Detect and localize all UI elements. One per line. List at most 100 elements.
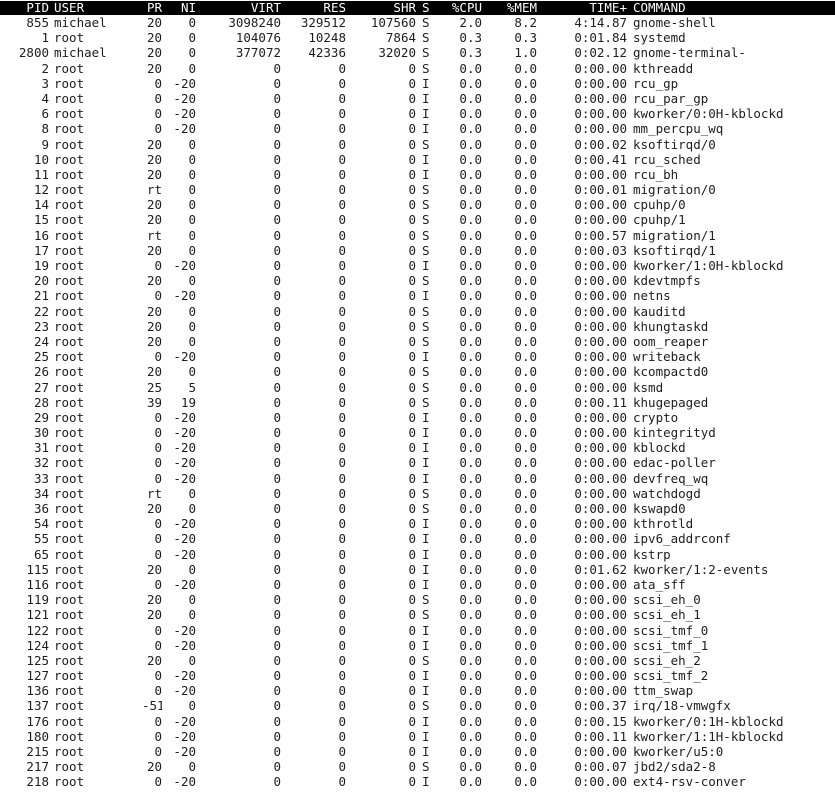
nice-cell: 0	[188, 652, 196, 668]
process-row[interactable]: 26 root 20 0 0 0 0 S 0.0 0.0 0:00.00 kcompactd0	[0, 364, 835, 379]
priority-cell: 0	[154, 440, 162, 456]
shr-cell: 0	[408, 576, 416, 592]
process-row[interactable]: 215 root 0 -20 0 0 0 I 0.0 0.0 0:00.00 kworker/u5:0	[0, 744, 835, 759]
process-row[interactable]: 24 root 20 0 0 0 0 S 0.0 0.0 0:00.00 oom_reaper	[0, 334, 835, 349]
mem-cell: 0.0	[514, 576, 537, 592]
command-cell: rcu_gp	[633, 75, 679, 91]
mem-cell: 0.0	[514, 212, 537, 228]
process-row[interactable]: 2800 michael 20 0 377072 42336 32020 S 0.3 1.0 0:0…	[0, 45, 835, 60]
command-cell: crypto	[633, 409, 679, 425]
process-row[interactable]: 31 root 0 -20 0 0 0 I 0.0 0.0 0:00.00 kblockd	[0, 440, 835, 455]
virt-cell: 0	[273, 501, 281, 516]
process-row[interactable]: 9 root 20 0 0 0 0 S 0.0 0.0 0:00.02 ksoftirqd/0	[0, 137, 835, 152]
process-row[interactable]: 4 root 0 -20 0 0 0 I 0.0 0.0 0:00.00 rcu_par_gp	[0, 91, 835, 106]
process-row[interactable]: 8 root 0 -20 0 0 0 I 0.0 0.0 0:00.00 mm_percpu_wq	[0, 121, 835, 136]
process-row[interactable]: 121 root 20 0 0 0 0 S 0.0 0.0 0:00.00 scsi_eh_1	[0, 607, 835, 622]
shr-cell: 0	[408, 531, 416, 547]
header-ni[interactable]: NI	[180, 1, 196, 15]
process-row[interactable]: 34 root rt 0 0 0 0 S 0.0 0.0 0:00.00 watchdogd	[0, 486, 835, 501]
process-row[interactable]: 20 root 20 0 0 0 0 S 0.0 0.0 0:00.00 kdevtmpfs	[0, 273, 835, 288]
pid-cell: 33	[33, 470, 49, 486]
user-cell: root	[54, 349, 85, 365]
process-row[interactable]: 30 root 0 -20 0 0 0 I 0.0 0.0 0:00.00 kintegrityd	[0, 425, 835, 440]
process-row[interactable]: 6 root 0 -20 0 0 0 I 0.0 0.0 0:00.00 kworker/0:0H-k…	[0, 106, 835, 121]
time-cell: 0:00.00	[574, 212, 627, 228]
cpu-cell: 0.0	[459, 683, 482, 699]
header-command[interactable]: COMMAND	[633, 1, 686, 15]
virt-cell: 0	[273, 166, 281, 182]
user-cell: root	[54, 455, 85, 471]
process-row[interactable]: 16 root rt 0 0 0 0 S 0.0 0.0 0:00.57 migration/1	[0, 228, 835, 243]
virt-cell: 0	[273, 273, 281, 289]
priority-cell: 0	[154, 744, 162, 759]
process-row[interactable]: 11 root 20 0 0 0 0 I 0.0 0.0 0:00.00 rcu_bh	[0, 167, 835, 182]
process-row[interactable]: 17 root 20 0 0 0 0 S 0.0 0.0 0:00.03 ksoftirqd/1	[0, 243, 835, 258]
state-cell: S	[422, 592, 430, 608]
header-mem[interactable]: %MEM	[506, 1, 537, 15]
process-row[interactable]: 27 root 25 5 0 0 0 S 0.0 0.0 0:00.00 ksmd	[0, 380, 835, 395]
process-row[interactable]: 32 root 0 -20 0 0 0 I 0.0 0.0 0:00.00 edac-poller	[0, 455, 835, 470]
mem-cell: 0.0	[514, 121, 537, 137]
shr-cell: 0	[408, 151, 416, 167]
time-cell: 0:00.00	[574, 409, 627, 425]
process-row[interactable]: 15 root 20 0 0 0 0 S 0.0 0.0 0:00.00 cpuhp/1	[0, 212, 835, 227]
process-row[interactable]: 180 root 0 -20 0 0 0 I 0.0 0.0 0:00.11 kworker/1:1H…	[0, 729, 835, 744]
header-virt[interactable]: VIRT	[250, 1, 281, 15]
process-row[interactable]: 28 root 39 19 0 0 0 S 0.0 0.0 0:00.11 khugepaged	[0, 395, 835, 410]
process-row[interactable]: 29 root 0 -20 0 0 0 I 0.0 0.0 0:00.00 crypto	[0, 410, 835, 425]
process-row[interactable]: 137 root -51 0 0 0 0 S 0.0 0.0 0:00.37 irq/18-vmwgf…	[0, 698, 835, 713]
process-row[interactable]: 124 root 0 -20 0 0 0 I 0.0 0.0 0:00.00 scsi_tmf_1	[0, 638, 835, 653]
header-pid[interactable]: PID	[26, 1, 49, 15]
process-row[interactable]: 1 root 20 0 104076 10248 7864 S 0.3 0.3 0:01.84 sys…	[0, 30, 835, 45]
header-state[interactable]: S	[422, 1, 430, 15]
time-cell: 0:00.00	[574, 90, 627, 106]
process-row[interactable]: 55 root 0 -20 0 0 0 I 0.0 0.0 0:00.00 ipv6_addrconf	[0, 531, 835, 546]
user-cell: root	[54, 136, 85, 152]
shr-cell: 0	[408, 774, 416, 790]
pid-cell: 20	[33, 273, 49, 289]
virt-cell: 0	[273, 668, 281, 684]
process-row[interactable]: 14 root 20 0 0 0 0 S 0.0 0.0 0:00.00 cpuhp/0	[0, 197, 835, 212]
header-time[interactable]: TIME+	[589, 1, 627, 15]
process-row[interactable]: 218 root 0 -20 0 0 0 I 0.0 0.0 0:00.00 ext4-rsv-con…	[0, 774, 835, 789]
process-row[interactable]: 21 root 0 -20 0 0 0 I 0.0 0.0 0:00.00 netns	[0, 288, 835, 303]
nice-cell: 0	[188, 136, 196, 152]
process-row[interactable]: 3 root 0 -20 0 0 0 I 0.0 0.0 0:00.00 rcu_gp	[0, 76, 835, 91]
process-row[interactable]: 10 root 20 0 0 0 0 I 0.0 0.0 0:00.41 rcu_sched	[0, 152, 835, 167]
pid-cell: 32	[33, 455, 49, 471]
process-row[interactable]: 33 root 0 -20 0 0 0 I 0.0 0.0 0:00.00 devfreq_wq	[0, 471, 835, 486]
process-row[interactable]: 54 root 0 -20 0 0 0 I 0.0 0.0 0:00.00 kthrotld	[0, 516, 835, 531]
time-cell: 0:00.00	[574, 546, 627, 562]
header-user[interactable]: USER	[54, 1, 85, 15]
pid-cell: 14	[33, 197, 49, 213]
process-row[interactable]: 119 root 20 0 0 0 0 S 0.0 0.0 0:00.00 scsi_eh_0	[0, 592, 835, 607]
state-cell: I	[422, 349, 430, 365]
process-row[interactable]: 115 root 20 0 0 0 0 I 0.0 0.0 0:01.62 kworker/1:2-e…	[0, 562, 835, 577]
process-row[interactable]: 25 root 0 -20 0 0 0 I 0.0 0.0 0:00.00 writeback	[0, 349, 835, 364]
process-row[interactable]: 855 michael 20 0 3098240 329512 107560 S 2.0 8.2 4…	[0, 15, 835, 30]
process-row[interactable]: 2 root 20 0 0 0 0 S 0.0 0.0 0:00.00 kthreadd	[0, 61, 835, 76]
priority-cell: 0	[154, 683, 162, 699]
mem-cell: 0.0	[514, 90, 537, 106]
header-pr[interactable]: PR	[146, 1, 162, 15]
process-row[interactable]: 23 root 20 0 0 0 0 S 0.0 0.0 0:00.00 khungtaskd	[0, 319, 835, 334]
nice-cell: -20	[173, 531, 196, 547]
process-row[interactable]: 127 root 0 -20 0 0 0 I 0.0 0.0 0:00.00 scsi_tmf_2	[0, 668, 835, 683]
process-row[interactable]: 19 root 0 -20 0 0 0 I 0.0 0.0 0:00.00 kworker/1:0H-…	[0, 258, 835, 273]
process-row[interactable]: 136 root 0 -20 0 0 0 I 0.0 0.0 0:00.00 ttm_swap	[0, 683, 835, 698]
process-row[interactable]: 116 root 0 -20 0 0 0 I 0.0 0.0 0:00.00 ata_sff	[0, 577, 835, 592]
process-row[interactable]: 65 root 0 -20 0 0 0 I 0.0 0.0 0:00.00 kstrp	[0, 547, 835, 562]
process-row[interactable]: 36 root 20 0 0 0 0 S 0.0 0.0 0:00.00 kswapd0	[0, 501, 835, 516]
header-shr[interactable]: SHR	[393, 1, 416, 15]
process-row[interactable]: 22 root 20 0 0 0 0 S 0.0 0.0 0:00.00 kauditd	[0, 304, 835, 319]
process-row[interactable]: 217 root 20 0 0 0 0 S 0.0 0.0 0:00.07 jbd2/sda2-8	[0, 759, 835, 774]
process-row[interactable]: 176 root 0 -20 0 0 0 I 0.0 0.0 0:00.15 kworker/0:1H…	[0, 714, 835, 729]
res-cell: 0	[338, 455, 346, 471]
process-row[interactable]: 125 root 20 0 0 0 0 S 0.0 0.0 0:00.00 scsi_eh_2	[0, 653, 835, 668]
process-row[interactable]: 122 root 0 -20 0 0 0 I 0.0 0.0 0:00.00 scsi_tmf_0	[0, 623, 835, 638]
command-cell: scsi_eh_0	[633, 592, 701, 608]
header-res[interactable]: RES	[323, 1, 346, 15]
nice-cell: 0	[188, 303, 196, 319]
process-row[interactable]: 12 root rt 0 0 0 0 S 0.0 0.0 0:00.01 migration/0	[0, 182, 835, 197]
header-cpu[interactable]: %CPU	[451, 1, 482, 15]
